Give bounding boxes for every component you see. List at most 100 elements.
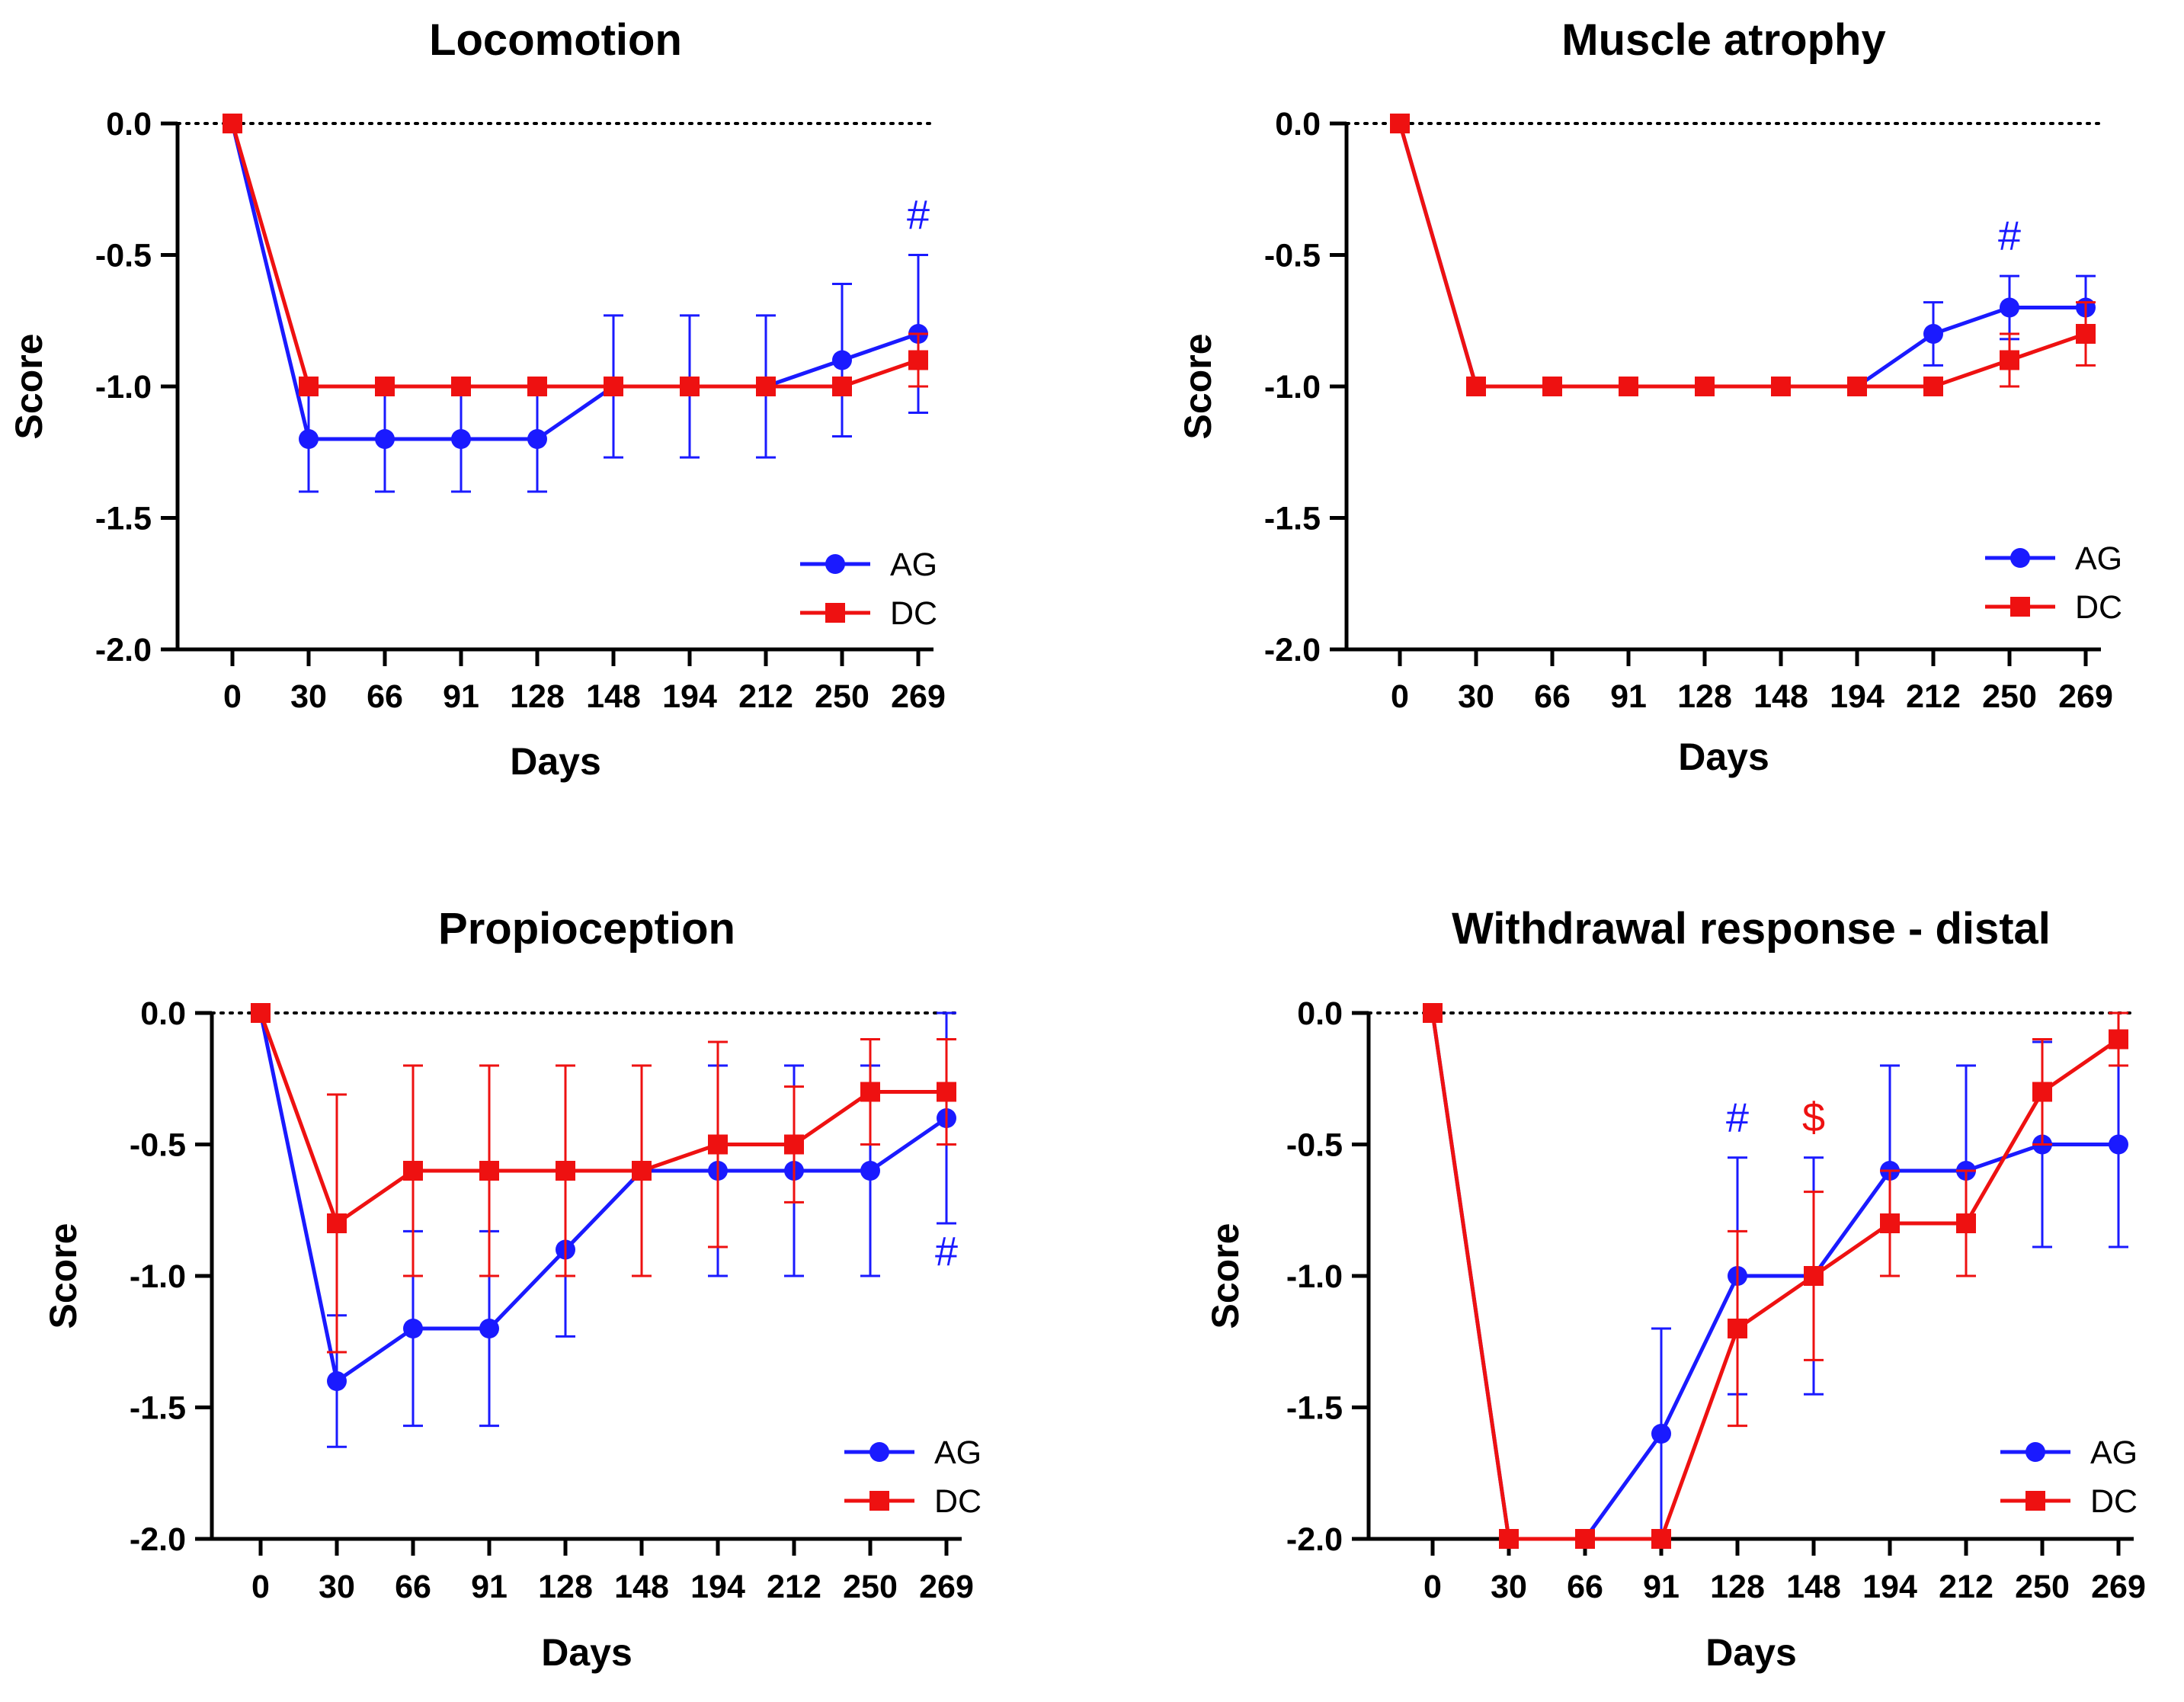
data-point-dc — [251, 1003, 271, 1023]
x-tick-label: 212 — [1939, 1569, 1993, 1605]
legend: AG DC — [844, 1434, 982, 1520]
data-point-dc — [1423, 1003, 1443, 1023]
series-line-dc — [1430, 1012, 2120, 1541]
y-tick-label: -2.0 — [1264, 632, 1321, 668]
data-point-dc — [1847, 377, 1867, 396]
x-tick-label: 212 — [767, 1569, 821, 1605]
y-tick-label: -1.0 — [130, 1258, 186, 1295]
x-tick-label: 212 — [738, 678, 793, 715]
x-tick-label: 194 — [1830, 678, 1885, 715]
y-tick-label: -1.5 — [130, 1390, 186, 1427]
legend: AG DC — [800, 546, 937, 632]
data-point-ag — [1923, 324, 1943, 344]
x-tick-label: 148 — [1786, 1569, 1841, 1605]
y-tick-label: 0.0 — [1297, 995, 1343, 1032]
legend-label: AG — [2075, 540, 2122, 577]
x-tick-label: 269 — [2091, 1569, 2146, 1605]
data-point-dc — [832, 377, 852, 396]
significance-marker: # — [935, 1229, 958, 1274]
data-point-ag — [2109, 1134, 2128, 1155]
data-point-dc — [2109, 1029, 2128, 1050]
data-point-dc — [327, 1213, 347, 1233]
x-tick-label: 128 — [1710, 1569, 1765, 1605]
data-point-dc — [1542, 377, 1562, 396]
x-tick-label: 30 — [1491, 1569, 1527, 1605]
data-point-dc — [1956, 1213, 1976, 1233]
series-line-dc — [230, 123, 919, 389]
y-tick-label: -2.0 — [130, 1521, 186, 1558]
legend-marker — [2010, 548, 2030, 568]
series-ag — [223, 114, 928, 493]
x-tick-label: 30 — [319, 1569, 355, 1605]
data-point-dc — [223, 114, 242, 133]
series-dc — [251, 1003, 956, 1354]
data-point-dc — [2076, 324, 2096, 344]
chart-title: Withdrawal response - distal — [1452, 904, 2051, 954]
y-tick-label: -1.0 — [1286, 1258, 1343, 1295]
data-point-dc — [1466, 377, 1486, 396]
y-tick-label: -1.0 — [95, 369, 152, 405]
legend-item-dc: DC — [844, 1483, 982, 1520]
data-point-dc — [299, 377, 319, 396]
x-tick-label: 250 — [2015, 1569, 2070, 1605]
data-point-ag — [451, 429, 471, 449]
x-tick-label: 250 — [815, 678, 869, 715]
legend-marker — [825, 554, 845, 574]
x-tick-label: 30 — [1458, 678, 1494, 715]
x-tick-label: 128 — [538, 1569, 593, 1605]
y-axis-title: Score — [8, 334, 50, 440]
legend-item-ag: AG — [1985, 540, 2122, 577]
y-tick-label: 0.0 — [140, 995, 186, 1032]
chart-muscle-atrophy: Muscle atrophy 0.0 -0.5 -1.0 -1.5 -2.0 0 30 66 91… — [1177, 15, 2122, 778]
y-tick-label: -0.5 — [1286, 1127, 1343, 1164]
legend-item-ag: AG — [844, 1434, 982, 1471]
data-point-ag — [2000, 297, 2019, 318]
data-point-dc — [2000, 350, 2019, 370]
data-point-ag — [299, 429, 319, 449]
x-tick-label: 128 — [1677, 678, 1732, 715]
y-tick-label: -1.0 — [1264, 369, 1321, 405]
chart-title: Propioception — [438, 904, 735, 954]
y-tick-label: -1.5 — [1286, 1390, 1343, 1427]
legend-label: DC — [890, 595, 937, 632]
data-point-dc — [604, 377, 623, 396]
data-point-dc — [1771, 377, 1791, 396]
x-axis-title: Days — [510, 740, 601, 783]
x-tick-label: 66 — [395, 1569, 431, 1605]
significance-marker: # — [1726, 1095, 1749, 1140]
data-point-dc — [632, 1161, 652, 1181]
legend-item-ag: AG — [800, 546, 937, 583]
data-point-dc — [680, 377, 700, 396]
data-point-dc — [527, 377, 547, 396]
data-point-dc — [1499, 1529, 1519, 1549]
data-point-dc — [1880, 1213, 1900, 1233]
y-axis-title: Score — [1177, 334, 1219, 440]
x-tick-label: 66 — [367, 678, 403, 715]
legend-label: AG — [2090, 1434, 2138, 1471]
series-line-ag — [230, 123, 919, 441]
x-tick-label: 0 — [1423, 1569, 1442, 1605]
legend-marker — [869, 1491, 889, 1511]
x-tick-label: 194 — [1862, 1569, 1917, 1605]
x-tick-label: 0 — [223, 678, 242, 715]
x-tick-label: 66 — [1567, 1569, 1603, 1605]
x-tick-label: 91 — [471, 1569, 508, 1605]
data-point-dc — [375, 377, 395, 396]
x-tick-label: 148 — [1753, 678, 1808, 715]
series-ag — [251, 1003, 956, 1448]
series-ag — [1390, 114, 2096, 396]
data-point-dc — [937, 1082, 956, 1102]
chart-withdrawal-response-distal: Withdrawal response - distal 0.0 -0.5 -1.0 -… — [1204, 904, 2146, 1674]
data-point-dc — [860, 1082, 880, 1102]
chart-propioception: Propioception 0.0 -0.5 -1.0 -1.5 -2.0 0 30 66 91 1… — [42, 904, 982, 1674]
legend-item-dc: DC — [1985, 589, 2122, 626]
x-tick-label: 194 — [690, 1569, 745, 1605]
legend-label: DC — [934, 1483, 982, 1520]
legend-label: DC — [2075, 589, 2122, 626]
x-tick-label: 91 — [1610, 678, 1647, 715]
x-axis-title: Days — [541, 1631, 632, 1674]
data-point-dc — [1728, 1319, 1747, 1338]
y-tick-label: -2.0 — [1286, 1521, 1343, 1558]
legend-marker — [825, 603, 845, 623]
legend: AG DC — [2000, 1434, 2138, 1520]
